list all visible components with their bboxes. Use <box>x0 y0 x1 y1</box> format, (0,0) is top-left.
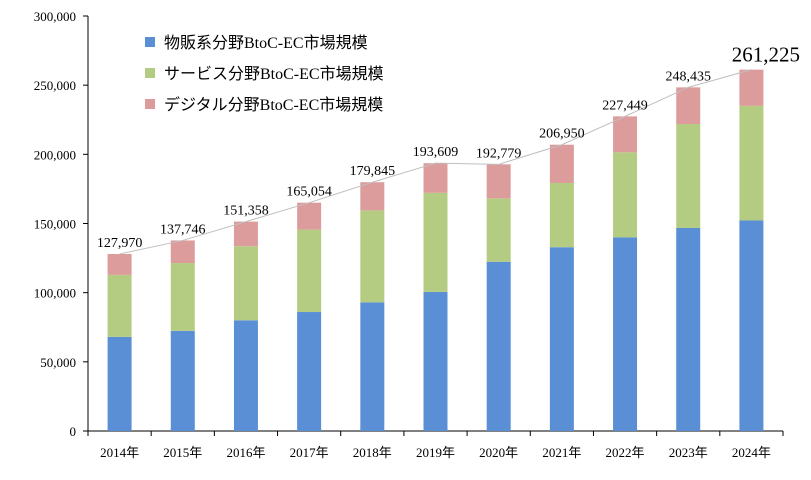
bar-segment-series-1 <box>739 220 764 431</box>
y-tick-label: 200,000 <box>34 147 76 162</box>
bar-segment-series-1 <box>107 336 132 431</box>
x-tick-label: 2017年 <box>290 445 329 460</box>
bar-segment-series-1 <box>233 320 258 431</box>
legend: 物販系分野BtoC-EC市場規模サービス分野BtoC-EC市場規模デジタル分野B… <box>145 34 384 114</box>
bar-segment-series-2 <box>739 105 764 221</box>
bar-segment-series-1 <box>297 312 322 431</box>
y-tick-label: 250,000 <box>34 78 76 93</box>
total-data-label: 127,970 <box>97 236 143 251</box>
bar-segment-series-3 <box>549 144 574 183</box>
x-tick-label: 2024年 <box>732 445 771 460</box>
y-tick-label: 100,000 <box>34 286 76 301</box>
bar-segment-series-3 <box>739 69 764 106</box>
total-data-label: 193,609 <box>413 145 459 160</box>
total-data-label: 227,449 <box>602 98 648 113</box>
bar-segment-series-3 <box>297 202 322 230</box>
bar-segment-series-3 <box>613 116 638 153</box>
total-data-label: 137,746 <box>160 222 206 237</box>
total-data-label: 179,845 <box>350 164 396 179</box>
legend-swatch <box>145 37 155 47</box>
y-tick-label: 50,000 <box>40 355 76 370</box>
y-tick-label: 300,000 <box>34 9 76 24</box>
bar-segment-series-2 <box>233 246 258 321</box>
x-tick-label: 2018年 <box>353 445 392 460</box>
y-tick-label: 0 <box>70 424 77 439</box>
legend-swatch <box>145 68 155 78</box>
x-tick-label: 2016年 <box>226 445 265 460</box>
total-labels: 127,970 137,746 151,358 165,054 179,845 193,6… <box>97 43 800 251</box>
bar-segment-series-2 <box>549 182 574 248</box>
total-data-label: 206,950 <box>539 127 585 142</box>
bar-segment-series-3 <box>423 163 448 193</box>
legend-swatch <box>145 99 155 109</box>
bar-segment-series-1 <box>549 247 574 431</box>
x-tick-label: 2022年 <box>606 445 645 460</box>
bar-segment-series-1 <box>360 302 385 431</box>
bar-segment-series-2 <box>423 192 448 292</box>
bar-segment-series-3 <box>486 164 511 199</box>
x-tick-label: 2019年 <box>416 445 455 460</box>
x-tick-label: 2015年 <box>163 445 202 460</box>
x-tick-label: 2020年 <box>479 445 518 460</box>
bar-segment-series-1 <box>486 261 511 431</box>
bar-segment-series-1 <box>170 330 195 431</box>
bar-segment-series-2 <box>170 263 195 331</box>
bar-segment-series-2 <box>297 229 322 313</box>
bar-segment-series-2 <box>360 210 385 303</box>
total-data-label: 165,054 <box>286 185 332 200</box>
bar-segment-series-2 <box>676 123 701 228</box>
bar-segment-series-3 <box>676 87 701 124</box>
axes: 0 50,000 100,000 150,000 200,000 250,000 300,0… <box>34 9 784 460</box>
bar-segment-series-2 <box>107 274 132 337</box>
total-trend-polyline <box>119 69 752 255</box>
x-tick-label: 2021年 <box>542 445 581 460</box>
legend-label: 物販系分野BtoC-EC市場規模 <box>164 34 368 52</box>
bar-segment-series-3 <box>233 221 258 247</box>
x-tick-label: 2014年 <box>100 445 139 460</box>
bar-segment-series-1 <box>676 227 701 431</box>
bar-segment-series-3 <box>170 240 195 264</box>
x-tick-label: 2023年 <box>669 445 708 460</box>
bar-segment-series-1 <box>613 237 638 431</box>
total-data-label: 192,779 <box>476 146 522 161</box>
total-data-label: 261,225 <box>732 43 800 67</box>
bar-segment-series-3 <box>360 182 385 211</box>
bar-segment-series-2 <box>486 198 511 262</box>
total-trend-line <box>119 69 752 255</box>
bar-segment-series-1 <box>423 291 448 431</box>
total-data-label: 151,358 <box>223 204 269 219</box>
bar-segment-series-2 <box>613 152 638 238</box>
bar-segment-series-3 <box>107 253 132 275</box>
bars <box>107 69 764 431</box>
total-data-label: 248,435 <box>665 69 711 84</box>
legend-label: デジタル分野BtoC-EC市場規模 <box>164 95 383 114</box>
y-tick-label: 150,000 <box>34 217 76 232</box>
legend-label: サービス分野BtoC-EC市場規模 <box>164 65 384 83</box>
